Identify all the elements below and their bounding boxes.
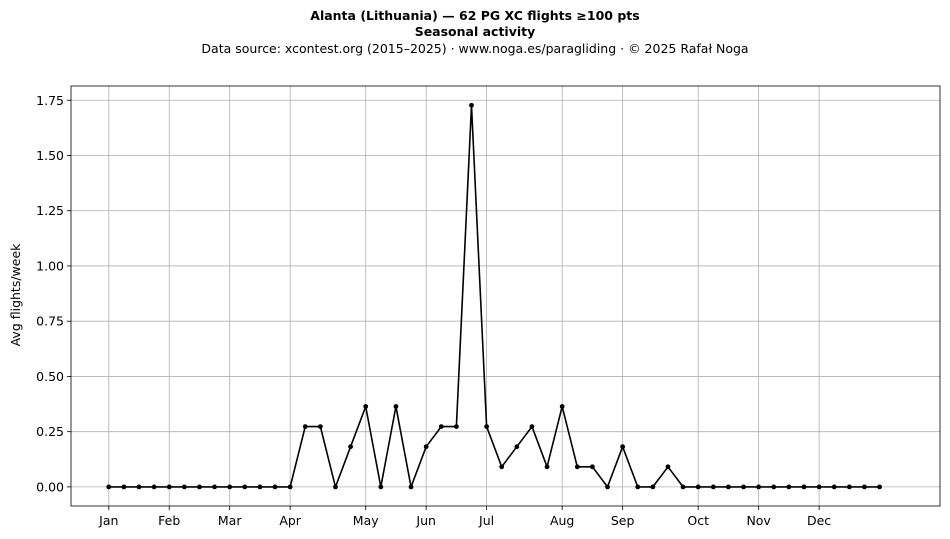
data-point [620, 444, 626, 450]
data-point [287, 484, 293, 490]
data-point [665, 464, 671, 470]
data-point [831, 484, 837, 490]
data-point [574, 464, 580, 470]
data-point [151, 484, 157, 490]
x-tick-label-jun: Jun [415, 513, 436, 528]
data-point [695, 484, 701, 490]
data-point [378, 484, 384, 490]
x-tick-label-oct: Oct [687, 513, 709, 528]
x-tick-label-jul: Jul [478, 513, 494, 528]
y-tick-label: 1.00 [36, 258, 64, 273]
data-point [106, 484, 112, 490]
data-point [136, 484, 142, 490]
x-tick-label-jan: Jan [98, 513, 118, 528]
chart-source: Data source: xcontest.org (2015–2025) · … [201, 41, 749, 56]
data-point [484, 424, 490, 429]
data-point [846, 484, 852, 490]
chart-title: Alanta (Lithuania) — 62 PG XC flights ≥1… [310, 8, 640, 23]
series-activity [106, 102, 882, 490]
data-point [605, 484, 610, 490]
y-tick-label: 0.50 [36, 369, 64, 384]
y-tick-label: 1.50 [36, 148, 64, 163]
data-point [499, 464, 505, 470]
data-point [197, 484, 202, 490]
data-point [166, 484, 172, 490]
data-point [317, 424, 323, 429]
data-point [333, 484, 338, 490]
chart-subtitle: Seasonal activity [414, 24, 536, 39]
y-tick-label: 1.25 [36, 203, 64, 218]
x-tick-label-sep: Sep [611, 513, 635, 528]
data-point [469, 102, 474, 108]
data-point [771, 484, 777, 490]
data-point [680, 484, 686, 490]
data-point [559, 404, 565, 409]
data-point [726, 484, 731, 490]
data-point [635, 484, 641, 490]
data-point [650, 484, 656, 490]
data-point [453, 424, 459, 429]
data-point [393, 404, 399, 409]
data-point [348, 444, 353, 450]
data-point [544, 464, 550, 470]
data-point [801, 484, 807, 490]
data-point [121, 484, 127, 490]
grid-lines [71, 86, 940, 506]
x-tick-label-feb: Feb [158, 513, 180, 528]
data-point [438, 424, 444, 429]
data-point [212, 484, 217, 490]
data-point [363, 404, 369, 409]
data-point [590, 464, 595, 470]
y-tick-label: 1.75 [36, 93, 64, 108]
data-point [257, 484, 263, 490]
y-tick-label: 0.75 [36, 314, 64, 329]
data-point [514, 444, 520, 450]
data-point [408, 484, 414, 490]
data-point [181, 484, 187, 490]
data-point [877, 484, 882, 490]
x-tick-label-dec: Dec [807, 513, 831, 528]
series-line [108, 104, 880, 488]
data-point [227, 484, 233, 490]
x-tick-label-may: May [353, 513, 379, 528]
x-tick-label-aug: Aug [550, 513, 574, 528]
y-tick-label: 0.00 [36, 479, 64, 494]
data-point [862, 484, 867, 490]
data-point [302, 424, 308, 429]
data-point [529, 424, 535, 429]
data-point [816, 484, 822, 490]
data-point [741, 484, 746, 490]
data-point [710, 484, 716, 490]
data-point [423, 444, 429, 450]
chart-titles: Alanta (Lithuania) — 62 PG XC flights ≥1… [0, 8, 950, 57]
x-tick-label-apr: Apr [279, 513, 301, 528]
plot-frame [70, 85, 941, 507]
data-point [242, 484, 248, 490]
y-axis-label: Avg flights/week [8, 243, 23, 347]
axes: Jan Feb Mar Apr May Jun Jul Aug Sep Oct Nov Dec 0.00… [36, 85, 941, 528]
data-point [756, 484, 762, 490]
x-tick-label-mar: Mar [218, 513, 242, 528]
x-tick-label-nov: Nov [746, 513, 771, 528]
data-point [786, 484, 792, 490]
y-tick-label: 0.25 [36, 424, 64, 439]
data-point [272, 484, 278, 490]
